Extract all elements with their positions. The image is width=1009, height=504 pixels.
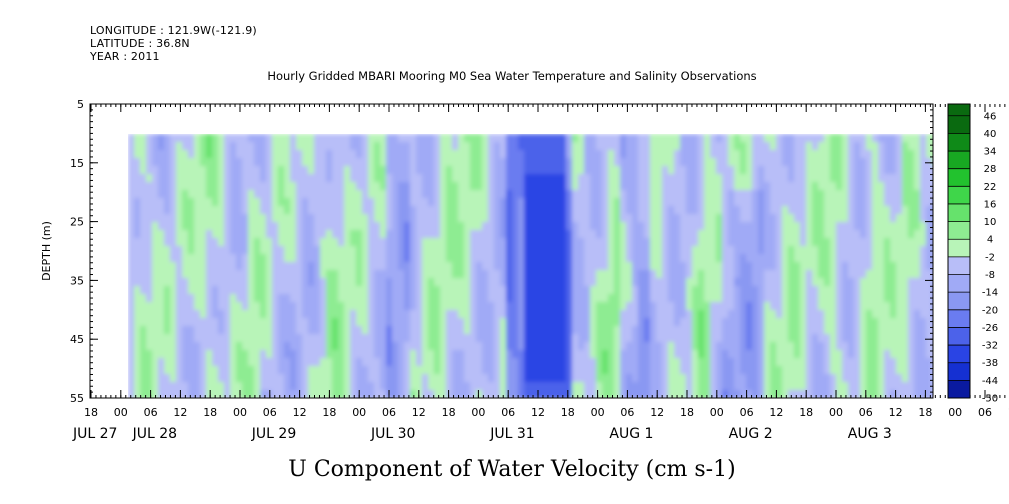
x-tick-label: 06 xyxy=(740,406,754,419)
y-tick-label: 5 xyxy=(77,98,84,111)
x-tick-label: 00 xyxy=(352,406,366,419)
colorbar-label: -14 xyxy=(982,288,998,299)
x-tick-label: 00 xyxy=(471,406,485,419)
y-tick-label: 25 xyxy=(70,216,84,229)
colorbar-band xyxy=(948,274,970,293)
x-tick-label: 06 xyxy=(263,406,277,419)
colorbar-band xyxy=(948,115,970,134)
colorbar-label: 28 xyxy=(984,164,997,175)
colorbar-band xyxy=(948,292,970,310)
colorbar-label: -8 xyxy=(985,270,995,281)
x-tick-label: 12 xyxy=(1008,406,1009,419)
colorbar-label: -38 xyxy=(982,358,998,369)
x-date-label: AUG 1 xyxy=(609,426,653,442)
colorbar-label: 34 xyxy=(984,147,997,158)
x-tick-label: 06 xyxy=(859,406,873,419)
x-tick-label: 18 xyxy=(203,406,217,419)
x-tick-label: 12 xyxy=(889,406,903,419)
colorbar-band xyxy=(948,345,970,363)
colorbar-band xyxy=(948,203,970,222)
x-tick-label: 18 xyxy=(799,406,813,419)
x-tick-label: 00 xyxy=(114,406,128,419)
x-date-label: AUG 3 xyxy=(848,426,892,442)
x-tick-label: 06 xyxy=(501,406,515,419)
x-tick-label: 12 xyxy=(412,406,426,419)
colorbar-band xyxy=(948,168,970,187)
x-axis-label: U Component of Water Velocity (cm s-1) xyxy=(288,457,735,482)
x-tick-label: 18 xyxy=(918,406,932,419)
longitude-label: LONGITUDE : 121.9W(-121.9) xyxy=(90,24,257,37)
x-tick-label: 06 xyxy=(620,406,634,419)
colorbar-label: 10 xyxy=(984,217,997,228)
x-tick-label: 18 xyxy=(84,406,98,419)
x-tick-label: 00 xyxy=(710,406,724,419)
x-tick-label: 00 xyxy=(233,406,247,419)
colorbar-label: 22 xyxy=(984,182,997,193)
colorbar-label: 16 xyxy=(984,199,997,210)
colorbar-band xyxy=(948,186,970,204)
colorbar-label: -44 xyxy=(982,376,998,387)
colorbar-band xyxy=(948,327,970,346)
colorbar-band xyxy=(948,256,970,275)
x-tick-label: 18 xyxy=(680,406,694,419)
y-axis-label: DEPTH (m) xyxy=(40,221,53,281)
x-date-label: JUL 29 xyxy=(251,426,296,442)
y-tick-label: 35 xyxy=(70,274,84,287)
latitude-label: LATITUDE : 36.8N xyxy=(90,37,190,50)
x-tick-label: 06 xyxy=(978,406,992,419)
colorbar-label: -26 xyxy=(982,323,998,334)
x-tick-label: 12 xyxy=(769,406,783,419)
colorbar-band xyxy=(948,362,970,381)
colorbar-label: 46 xyxy=(984,111,997,122)
colorbar-band xyxy=(948,309,970,328)
x-tick-label: 06 xyxy=(382,406,396,419)
x-tick-label: 12 xyxy=(293,406,307,419)
colorbar-band xyxy=(948,221,970,240)
colorbar: 46 40 34 28 22 16 10 4 -2 -8 -14 -20 -26 -32 -38 -44 -50 xyxy=(947,103,998,405)
x-date-label: JUL 28 xyxy=(132,426,177,442)
x-tick-label: 12 xyxy=(531,406,545,419)
colorbar-label: -2 xyxy=(985,252,995,263)
colorbar-band xyxy=(948,380,970,398)
x-tick-label: 18 xyxy=(322,406,336,419)
colorbar-label: -50 xyxy=(982,394,998,405)
x-date-label: JUL 27 xyxy=(72,426,117,442)
chart-title: Hourly Gridded MBARI Mooring M0 Sea Wate… xyxy=(267,69,756,83)
x-date-label: JUL 30 xyxy=(370,426,415,442)
x-tick-label: 06 xyxy=(144,406,158,419)
y-tick-label: 55 xyxy=(70,392,84,405)
colorbar-band xyxy=(948,104,970,116)
x-tick-label: 18 xyxy=(442,406,456,419)
colorbar-label: -20 xyxy=(982,305,998,316)
colorbar-band xyxy=(948,151,970,169)
x-tick-label: 12 xyxy=(173,406,187,419)
colorbar-label: -32 xyxy=(982,341,998,352)
colorbar-band xyxy=(948,133,970,152)
x-tick-label: 00 xyxy=(591,406,605,419)
y-tick-label: 45 xyxy=(70,333,84,346)
x-date-label: JUL 31 xyxy=(489,426,534,442)
x-date-label: AUG 2 xyxy=(729,426,773,442)
velocity-field xyxy=(128,134,933,398)
colorbar-band xyxy=(948,239,970,257)
x-tick-label: 12 xyxy=(650,406,664,419)
y-tick-label: 15 xyxy=(70,157,84,170)
colorbar-label: 4 xyxy=(987,235,993,246)
colorbar-label: 40 xyxy=(984,129,997,140)
x-tick-label: 00 xyxy=(829,406,843,419)
x-tick-label: 00 xyxy=(948,406,962,419)
year-label: YEAR : 2011 xyxy=(90,50,160,63)
x-tick-label: 18 xyxy=(561,406,575,419)
